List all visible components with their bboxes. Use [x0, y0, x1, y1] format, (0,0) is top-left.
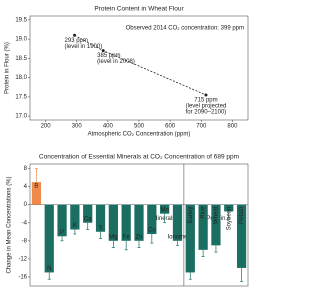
- bar: [83, 204, 93, 223]
- page: {"chart_data": [ {"type": "line", "title…: [4, 5, 249, 287]
- bar: [121, 204, 131, 241]
- y-axis-label: Protein in Flour (%): [5, 42, 11, 94]
- point-label: (level projected: [186, 104, 227, 110]
- bar: [236, 204, 247, 268]
- bar-label: K: [73, 223, 77, 229]
- x-axis-label: Atmospheric CO₂ Concentration (ppm): [88, 132, 191, 138]
- plot-frame: [29, 163, 249, 287]
- y-tick-label: 17.5: [15, 94, 27, 100]
- y-tick-label: -16: [18, 275, 27, 281]
- bar: [44, 204, 54, 273]
- point-label: 385 ppm: [97, 53, 120, 59]
- data-point: [73, 33, 77, 37]
- bar-label: Mg: [109, 234, 117, 240]
- bar-label: Wheat: [214, 206, 220, 224]
- bar: [134, 204, 144, 241]
- bar-label: P: [60, 230, 64, 236]
- chart-title: Protein Content in Wheat Flour: [94, 6, 184, 13]
- x-tick-label: 400: [103, 124, 114, 130]
- bar-label: Ca: [84, 216, 92, 222]
- point-label: for 2090–2100): [186, 110, 227, 116]
- y-tick-label: 0: [24, 202, 28, 208]
- x-tick-label: 600: [165, 124, 176, 130]
- bar-label: Ionome: [167, 234, 188, 240]
- bar: [70, 204, 80, 230]
- bar: [147, 204, 157, 235]
- x-tick-label: 300: [72, 124, 83, 130]
- chart-title: Concentration of Essential Minerals at C…: [39, 154, 239, 161]
- y-tick-label: -12: [18, 256, 27, 262]
- bar: [31, 182, 42, 205]
- bar: [172, 204, 183, 241]
- y-tick-label: -8: [22, 238, 28, 244]
- point-label: 293 ppm: [65, 38, 88, 44]
- group-label: Minerals: [153, 216, 176, 222]
- x-tick-label: 500: [134, 124, 145, 130]
- chart: Protein Content in Wheat Flour 200 300 400 5…: [5, 6, 249, 287]
- bar-label: Cu: [148, 228, 156, 234]
- bar: [198, 204, 208, 250]
- x-tick-label: 800: [227, 124, 238, 130]
- bar-label: N: [47, 266, 51, 272]
- bar-label: Barley: [188, 207, 194, 224]
- bar-label: Zn: [135, 234, 142, 240]
- data-point: [204, 93, 208, 97]
- y-tick-label: 17.0: [15, 114, 27, 120]
- bar: [185, 204, 195, 273]
- y-tick-label: 19.0: [15, 37, 27, 43]
- bar: [160, 204, 170, 214]
- data-point: [101, 49, 105, 53]
- bar: [224, 204, 234, 212]
- bar: [211, 204, 221, 246]
- bar-label: Potato: [239, 206, 245, 224]
- bar-label: Soybean: [226, 207, 232, 231]
- point-label: 715 ppm: [194, 98, 217, 104]
- bar-label: Rice: [201, 206, 207, 219]
- bar-label: Mn: [160, 207, 168, 213]
- y-tick-label: 19.5: [15, 17, 27, 23]
- x-tick-label: 700: [196, 124, 207, 130]
- y-tick-label: 18.0: [15, 75, 27, 81]
- y-axis-label: Change in Mean Concentrations (%): [7, 176, 13, 273]
- point-label: (level in 2008): [97, 59, 135, 65]
- annotation: Observed 2014 CO₂ concentration: 399 ppm: [126, 26, 244, 32]
- y-tick-label: 4: [24, 184, 28, 190]
- x-tick-label: 200: [41, 124, 52, 130]
- y-tick-label: 18.5: [15, 56, 27, 62]
- bar: [57, 204, 67, 237]
- bar: [108, 204, 118, 241]
- bar-label: Fe: [123, 234, 131, 240]
- point-label: (level in 1900): [65, 44, 103, 50]
- y-tick-label: 8: [24, 166, 28, 172]
- bar-label: S: [99, 225, 103, 231]
- y-tick-label: -4: [22, 220, 28, 226]
- bar: [95, 204, 106, 232]
- bar-label: B: [34, 184, 38, 190]
